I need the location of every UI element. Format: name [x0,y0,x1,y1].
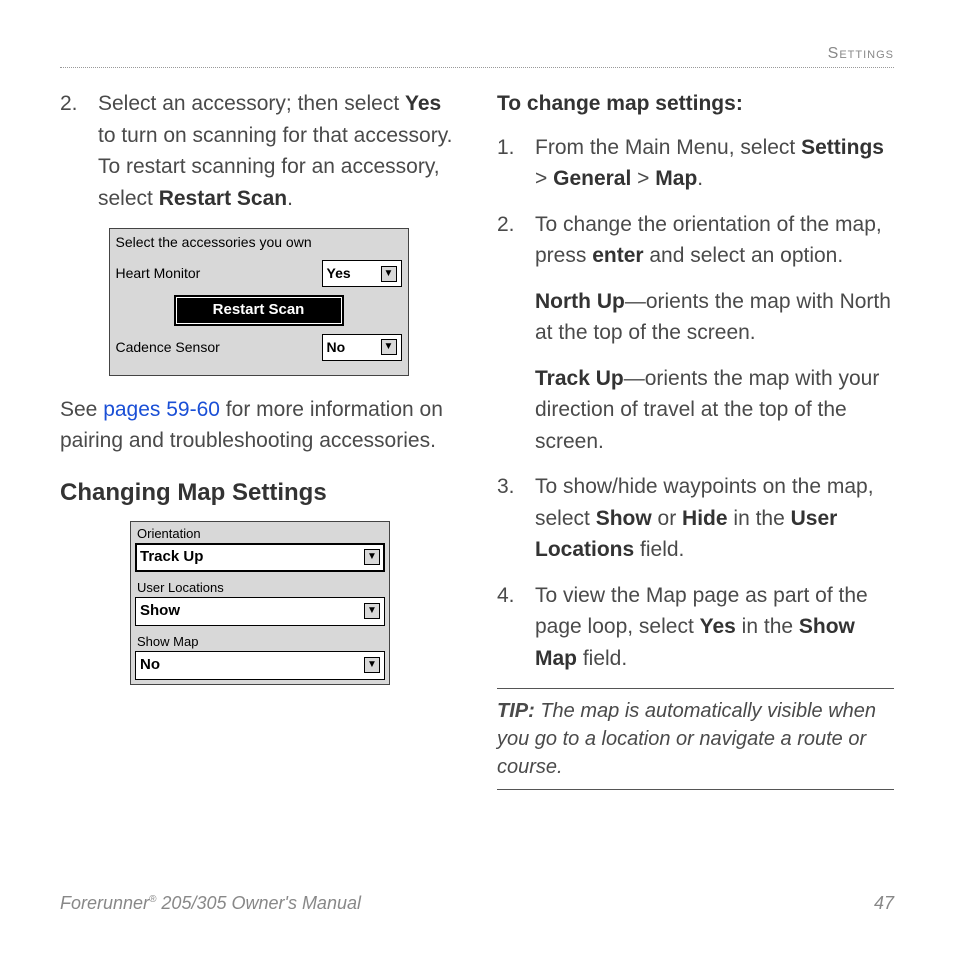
step-4: 4. To view the Map page as part of the p… [497,580,894,675]
device-label: Orientation [131,522,389,544]
to-change-map-settings: To change map settings: [497,88,894,120]
dropdown-arrow-icon[interactable]: ▼ [364,549,380,565]
step-body: To show/hide waypoints on the map, selec… [535,471,894,566]
page-number: 47 [874,893,894,914]
left-column: 2. Select an accessory; then select Yes … [60,88,457,790]
step-2: 2. Select an accessory; then select Yes … [60,88,457,214]
footer-product-name: Forerunner [60,893,149,913]
bold-general: General [553,167,631,190]
map-settings-screenshot: Orientation Track Up ▼ User Locations Sh… [130,521,390,685]
text: See [60,398,103,421]
step-3: 3. To show/hide waypoints on the map, se… [497,471,894,566]
bold-track-up: Track Up [535,367,624,390]
show-map-field[interactable]: No ▼ [135,651,385,680]
dropdown-arrow-icon[interactable]: ▼ [381,266,397,282]
text: field. [634,538,684,561]
bold-yes: Yes [700,615,736,638]
bold-show: Show [596,507,652,530]
text: > [535,167,553,190]
text: or [652,507,682,530]
device-row-label: Cadence Sensor [116,337,316,358]
page-header: Settings [60,45,894,68]
device-field-value: No [140,654,160,677]
device-field-value: Yes [327,263,351,284]
dropdown-arrow-icon[interactable]: ▼ [381,339,397,355]
bold-restart-scan: Restart Scan [159,187,287,210]
step-number: 2. [497,209,535,272]
header-section: Settings [828,45,894,62]
device-label: Show Map [131,630,389,652]
user-locations-field[interactable]: Show ▼ [135,597,385,626]
accessories-screenshot: Select the accessories you own Heart Mon… [109,228,409,376]
north-up: North Up—orients the map with North at t… [535,286,894,349]
text: and select an option. [644,244,844,267]
step-number: 3. [497,471,535,566]
tip-box: TIP: The map is automatically visible wh… [497,688,894,790]
page-footer: Forerunner® 205/305 Owner's Manual 47 [60,893,894,914]
bold-hide: Hide [682,507,728,530]
device-field-cadence[interactable]: No ▼ [322,334,402,361]
text: Select an accessory; then select [98,92,405,115]
step-number: 4. [497,580,535,675]
text: > [631,167,655,190]
bold-yes: Yes [405,92,441,115]
text: . [287,187,293,210]
changing-map-settings-heading: Changing Map Settings [60,475,457,511]
step-number: 1. [497,132,535,195]
text: in the [736,615,799,638]
track-up: Track Up—orients the map with your direc… [535,363,894,458]
restart-scan-button[interactable]: Restart Scan [174,295,344,326]
step-2r: 2. To change the orientation of the map,… [497,209,894,272]
device-row-heart: Heart Monitor Yes ▼ [110,256,408,291]
device-label: User Locations [131,576,389,598]
device-field-value: Track Up [140,546,203,569]
step-body: To change the orientation of the map, pr… [535,209,894,272]
device-field-heart[interactable]: Yes ▼ [322,260,402,287]
right-column: To change map settings: 1. From the Main… [497,88,894,790]
step-2-number: 2. [60,88,98,214]
text: . [697,167,703,190]
dropdown-arrow-icon[interactable]: ▼ [364,657,380,673]
tip-label: TIP: [497,700,535,722]
device-field-value: Show [140,600,180,623]
step-1: 1. From the Main Menu, select Settings >… [497,132,894,195]
device-title: Select the accessories you own [110,229,408,256]
step-2-body: Select an accessory; then select Yes to … [98,88,457,214]
dropdown-arrow-icon[interactable]: ▼ [364,603,380,619]
text: in the [728,507,791,530]
text: From the Main Menu, select [535,136,801,159]
footer-product: Forerunner® 205/305 Owner's Manual [60,893,361,914]
step-body: From the Main Menu, select Settings > Ge… [535,132,894,195]
pages-link[interactable]: pages 59-60 [103,398,220,421]
orientation-field[interactable]: Track Up ▼ [135,543,385,572]
step-body: To view the Map page as part of the page… [535,580,894,675]
device-row-label: Heart Monitor [116,263,316,284]
bold-settings: Settings [801,136,884,159]
bold-enter: enter [592,244,643,267]
device-field-value: No [327,337,346,358]
footer-rest: 205/305 Owner's Manual [156,893,361,913]
bold-north-up: North Up [535,290,625,313]
device-row-cadence: Cadence Sensor No ▼ [110,330,408,365]
bold-map: Map [655,167,697,190]
text: field. [577,647,627,670]
see-pages: See pages 59-60 for more information on … [60,394,457,457]
tip-text: The map is automatically visible when yo… [497,700,876,778]
